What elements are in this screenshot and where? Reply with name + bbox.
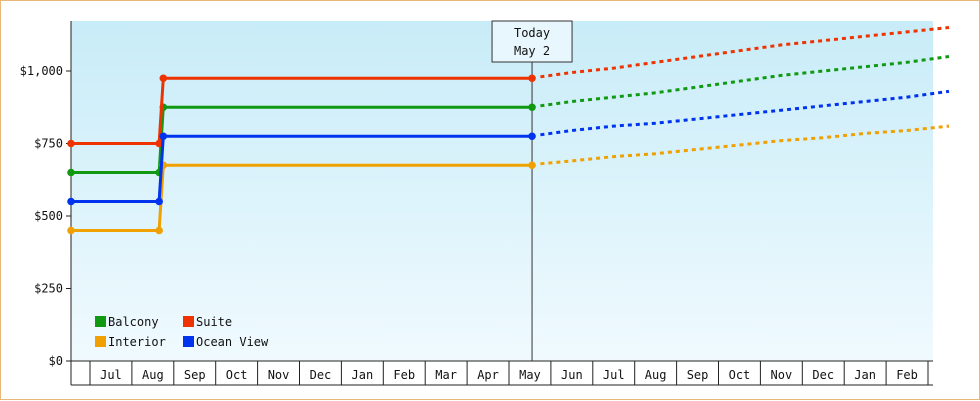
series-line-ocean-view: [71, 134, 532, 203]
series-forecast-interior: [540, 124, 950, 166]
y-tick-label: $500: [34, 209, 63, 223]
legend-swatch-suite: [183, 316, 194, 327]
legend-swatch-ocean-view: [183, 336, 194, 347]
series-point-interior: [67, 226, 75, 235]
x-tick-label: Oct: [226, 368, 248, 382]
x-tick-label: Aug: [645, 368, 667, 382]
y-tick-label: $250: [34, 282, 63, 296]
today-date: May 2: [514, 44, 550, 58]
legend: Balcony Suite Interior Ocean View: [95, 315, 269, 349]
legend-label-interior: Interior: [108, 335, 166, 349]
series-point-ocean-view: [159, 132, 168, 141]
today-label: Today: [514, 26, 550, 40]
series-forecast-suite: [540, 26, 950, 79]
y-axis: $0 $250 $500 $750 $1,000: [20, 21, 72, 368]
y-tick-label: $1,000: [20, 64, 63, 78]
x-tick-label: Nov: [771, 368, 793, 382]
legend-label-suite: Suite: [196, 315, 232, 329]
series-line-interior: [71, 163, 532, 232]
x-tick-label: Nov: [268, 368, 290, 382]
x-tick-label: Jan: [854, 368, 876, 382]
legend-swatch-interior: [95, 336, 106, 347]
series-ocean-view: [67, 89, 950, 206]
series-forecast-balcony: [540, 55, 950, 108]
x-tick-label: Oct: [729, 368, 751, 382]
x-tick-label: Jul: [100, 368, 122, 382]
series-point-interior: [155, 226, 163, 235]
x-tick-label: Sep: [184, 368, 206, 382]
x-tick-label: Mar: [435, 368, 457, 382]
series-suite: [67, 26, 950, 148]
x-tick-label: Aug: [142, 368, 164, 382]
series-layer: [67, 26, 950, 235]
x-axis: Jul Aug Sep Oct Nov Dec Jan Feb Mar Apr May Jun Jul A…: [70, 360, 933, 386]
x-tick-label: Feb: [393, 368, 415, 382]
x-tick-label: Sep: [687, 368, 709, 382]
x-tick-label: Dec: [812, 368, 834, 382]
y-tick-label: $750: [34, 137, 63, 151]
series-point-balcony: [528, 103, 536, 112]
series-line-suite: [71, 76, 532, 145]
x-tick-label: Feb: [896, 368, 918, 382]
x-tick-label: Apr: [477, 368, 499, 382]
legend-swatch-balcony: [95, 316, 106, 327]
y-tick-label: $0: [49, 354, 63, 368]
x-tick-label: Jul: [603, 368, 625, 382]
series-point-ocean-view: [528, 132, 536, 141]
x-tick-label: Jan: [352, 368, 374, 382]
series-interior: [67, 124, 950, 235]
today-label-box: [491, 20, 573, 63]
series-point-interior: [528, 161, 536, 170]
x-tick-label: Jun: [561, 368, 583, 382]
legend-label-ocean-view: Ocean View: [196, 335, 269, 349]
x-tick-label: Dec: [310, 368, 332, 382]
series-point-suite: [67, 139, 75, 148]
series-point-balcony: [67, 168, 75, 177]
series-forecast-ocean-view: [540, 89, 950, 137]
series-point-suite: [155, 139, 163, 148]
series-point-suite: [159, 74, 168, 83]
series-line-balcony: [71, 105, 532, 174]
x-tick-label: May: [519, 368, 541, 382]
series-point-ocean-view: [155, 197, 163, 206]
legend-label-balcony: Balcony: [108, 315, 159, 329]
series-point-ocean-view: [67, 197, 75, 206]
today-marker: Today May 2: [491, 20, 573, 361]
series-point-suite: [528, 74, 536, 83]
